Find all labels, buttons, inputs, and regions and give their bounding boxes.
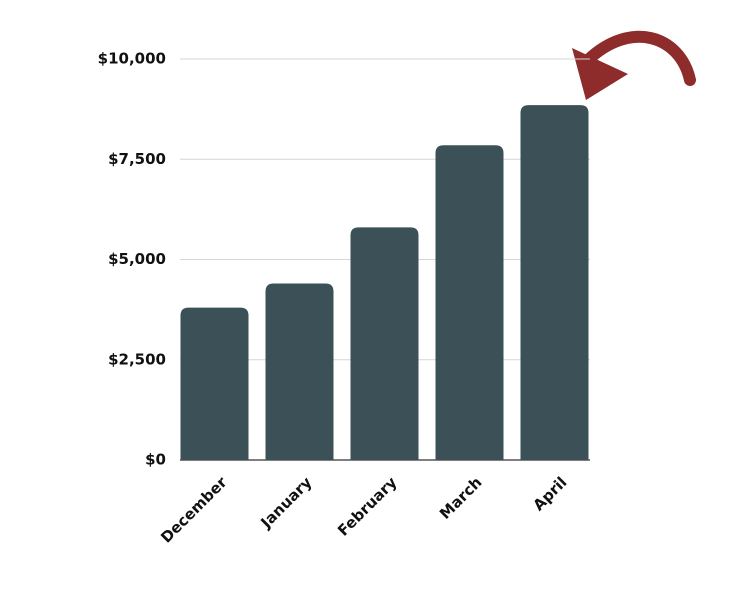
bar bbox=[265, 283, 334, 460]
bar bbox=[350, 227, 419, 460]
bar bbox=[180, 307, 249, 460]
bar bbox=[435, 145, 504, 460]
arrow-shaft bbox=[582, 30, 696, 86]
x-tick-label: April bbox=[529, 473, 570, 514]
y-tick-label: $0 bbox=[145, 451, 166, 469]
bar bbox=[520, 105, 589, 461]
x-tick-label: February bbox=[334, 473, 401, 540]
x-tick-label: December bbox=[157, 473, 231, 547]
y-tick-label: $10,000 bbox=[98, 50, 166, 68]
x-tick-label: March bbox=[436, 473, 486, 523]
y-tick-label: $2,500 bbox=[108, 350, 166, 368]
arrow-annotation bbox=[572, 30, 696, 100]
arrow-head bbox=[572, 48, 628, 100]
y-tick-label: $5,000 bbox=[108, 250, 166, 268]
y-tick-label: $7,500 bbox=[108, 150, 166, 168]
x-tick-label: January bbox=[257, 473, 316, 532]
